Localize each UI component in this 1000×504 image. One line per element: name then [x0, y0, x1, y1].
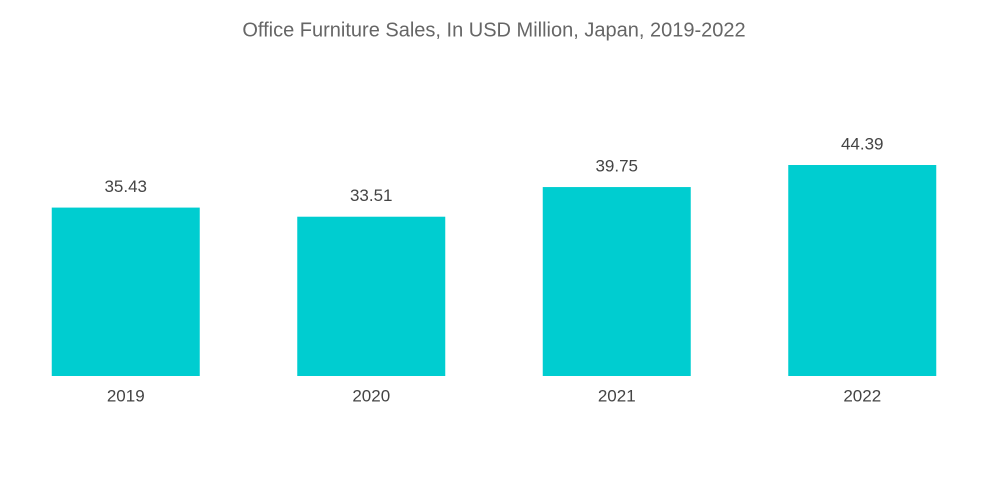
bar	[542, 187, 691, 376]
chart-title: Office Furniture Sales, In USD Million, …	[242, 19, 745, 41]
data-label: 33.51	[350, 186, 393, 205]
data-label: 35.43	[104, 177, 147, 196]
bar	[788, 165, 937, 376]
bar	[51, 207, 200, 376]
bar	[297, 216, 446, 376]
x-tick-label: 2019	[107, 386, 145, 405]
data-label: 44.39	[841, 134, 884, 153]
data-label: 39.75	[595, 157, 638, 176]
x-tick-label: 2021	[598, 386, 636, 405]
x-tick-label: 2022	[843, 386, 881, 405]
x-tick-label: 2020	[352, 386, 390, 405]
